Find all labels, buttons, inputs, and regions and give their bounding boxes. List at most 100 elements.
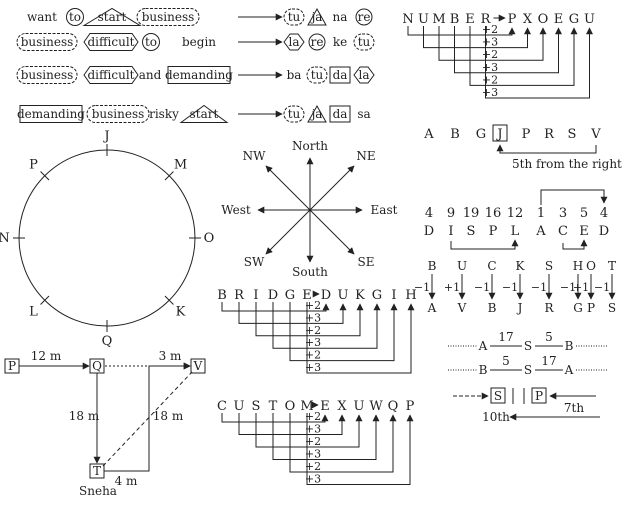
coded-letter: H	[405, 288, 416, 303]
shift-amount: +2	[305, 299, 321, 312]
mapped-letter: P	[489, 224, 498, 239]
circle-shape	[66, 8, 84, 26]
shift-operation: −1	[474, 281, 490, 294]
shifted-letter: J	[516, 301, 523, 315]
shift-amount: +3	[305, 423, 321, 436]
shift-connector	[306, 413, 414, 485]
seat-label: O	[204, 231, 215, 246]
rank-count: 5	[502, 354, 510, 368]
mapped-letter: D	[424, 224, 434, 239]
shift-amount: +3	[305, 311, 321, 324]
cloud-shape	[136, 8, 200, 26]
code-word: want	[27, 10, 57, 24]
shift-amount: +2	[305, 410, 321, 423]
cloud-shape	[86, 105, 150, 123]
location-label: V	[193, 359, 203, 373]
shift-amount: +2	[482, 48, 498, 61]
sequence-letter: J	[495, 127, 502, 142]
shift-amount: +3	[305, 448, 321, 461]
bridge-code-panel: B R I D G E D U K G I H+2+3+2+3+2+3	[217, 288, 416, 374]
coded-letter: D	[321, 288, 331, 303]
rank-count: 17	[541, 354, 556, 368]
mapped-letter: I	[448, 224, 453, 239]
shift-amount: +2	[305, 460, 321, 473]
source-letter: S	[252, 399, 261, 414]
boxed-letter-frame	[492, 124, 508, 142]
original-letter: O	[586, 259, 596, 273]
sequence-letter: R	[544, 127, 555, 142]
shifted-letter: S	[608, 301, 616, 315]
circle-shape	[308, 33, 326, 51]
source-letter: B	[450, 12, 460, 27]
shifted-letter: B	[488, 301, 497, 315]
shift-connector	[221, 302, 330, 312]
coded-letter: P	[508, 12, 517, 27]
code-word: risky	[149, 107, 179, 121]
coded-letter: E	[320, 399, 330, 414]
rank-position: 10th	[482, 410, 510, 424]
shift-operation: +1	[573, 281, 589, 294]
hexagon-shape	[83, 33, 139, 51]
source-letter: M	[300, 399, 313, 414]
shift-connector	[407, 26, 516, 36]
sequence-letter: G	[476, 127, 486, 142]
code-word: to	[145, 35, 157, 49]
code-word: business	[92, 107, 145, 121]
code-word: business	[142, 10, 195, 24]
rank-person: B	[565, 339, 574, 353]
rectangle-shape	[329, 105, 351, 123]
source-letter: I	[253, 288, 258, 303]
direction-label: South	[292, 265, 328, 279]
shift-connector	[289, 413, 397, 473]
swap-bracket	[562, 239, 588, 250]
direction-arrow	[265, 165, 311, 211]
direction-arrow	[309, 209, 355, 255]
location-box	[4, 358, 20, 374]
shift-operation: −1	[560, 281, 576, 294]
shift-operation: +1	[444, 281, 460, 294]
code-word: start	[98, 10, 127, 24]
coded-letter: O	[538, 12, 549, 27]
source-letter: E	[465, 12, 475, 27]
source-letter: D	[268, 288, 278, 303]
source-letter: O	[285, 399, 296, 414]
code-word: difficult	[88, 68, 135, 82]
seat-label: J	[102, 129, 109, 144]
coded-letter: Q	[388, 399, 399, 414]
rank-count: 17	[498, 330, 513, 344]
original-letter: K	[516, 259, 526, 273]
position-number: 9	[447, 206, 455, 221]
shift-amount: +2	[305, 349, 321, 362]
code-symbol: ja	[310, 10, 323, 24]
shift-operation: −1	[594, 281, 610, 294]
position-number: 4	[425, 206, 433, 221]
shift-connector	[289, 302, 398, 362]
shift-amount: +3	[482, 61, 498, 74]
seat-label: L	[29, 305, 38, 320]
direction-label: NE	[356, 149, 375, 163]
mapped-letter: A	[535, 224, 546, 239]
shift-amount: +3	[305, 336, 321, 349]
position-number: 16	[485, 206, 502, 221]
distance-label: 12 m	[31, 349, 62, 363]
location-box	[89, 358, 105, 374]
code-word: to	[69, 10, 81, 24]
direction-label: SW	[244, 255, 265, 269]
original-letter: S	[545, 259, 553, 273]
rank-position: 7th	[564, 401, 584, 415]
distance-label: 4 m	[115, 474, 138, 488]
triangle-shape	[82, 7, 142, 26]
code-symbol: sa	[357, 107, 370, 121]
compass-panel: North South East West NE NW SE SW	[221, 139, 397, 279]
position-panel: A B G J P R S V 5th from the right	[423, 124, 622, 171]
code-word: and	[139, 68, 162, 82]
rank-person: B	[479, 363, 488, 377]
number-letter-panel: 4 9 19 16 12 1 3 5 4D I S P L A C E D	[424, 189, 609, 250]
source-letter: R	[481, 12, 492, 27]
rank-person: A	[564, 363, 574, 377]
location-label: T	[93, 464, 101, 478]
code-symbol: re	[358, 10, 371, 24]
triangle-shape	[307, 7, 327, 26]
